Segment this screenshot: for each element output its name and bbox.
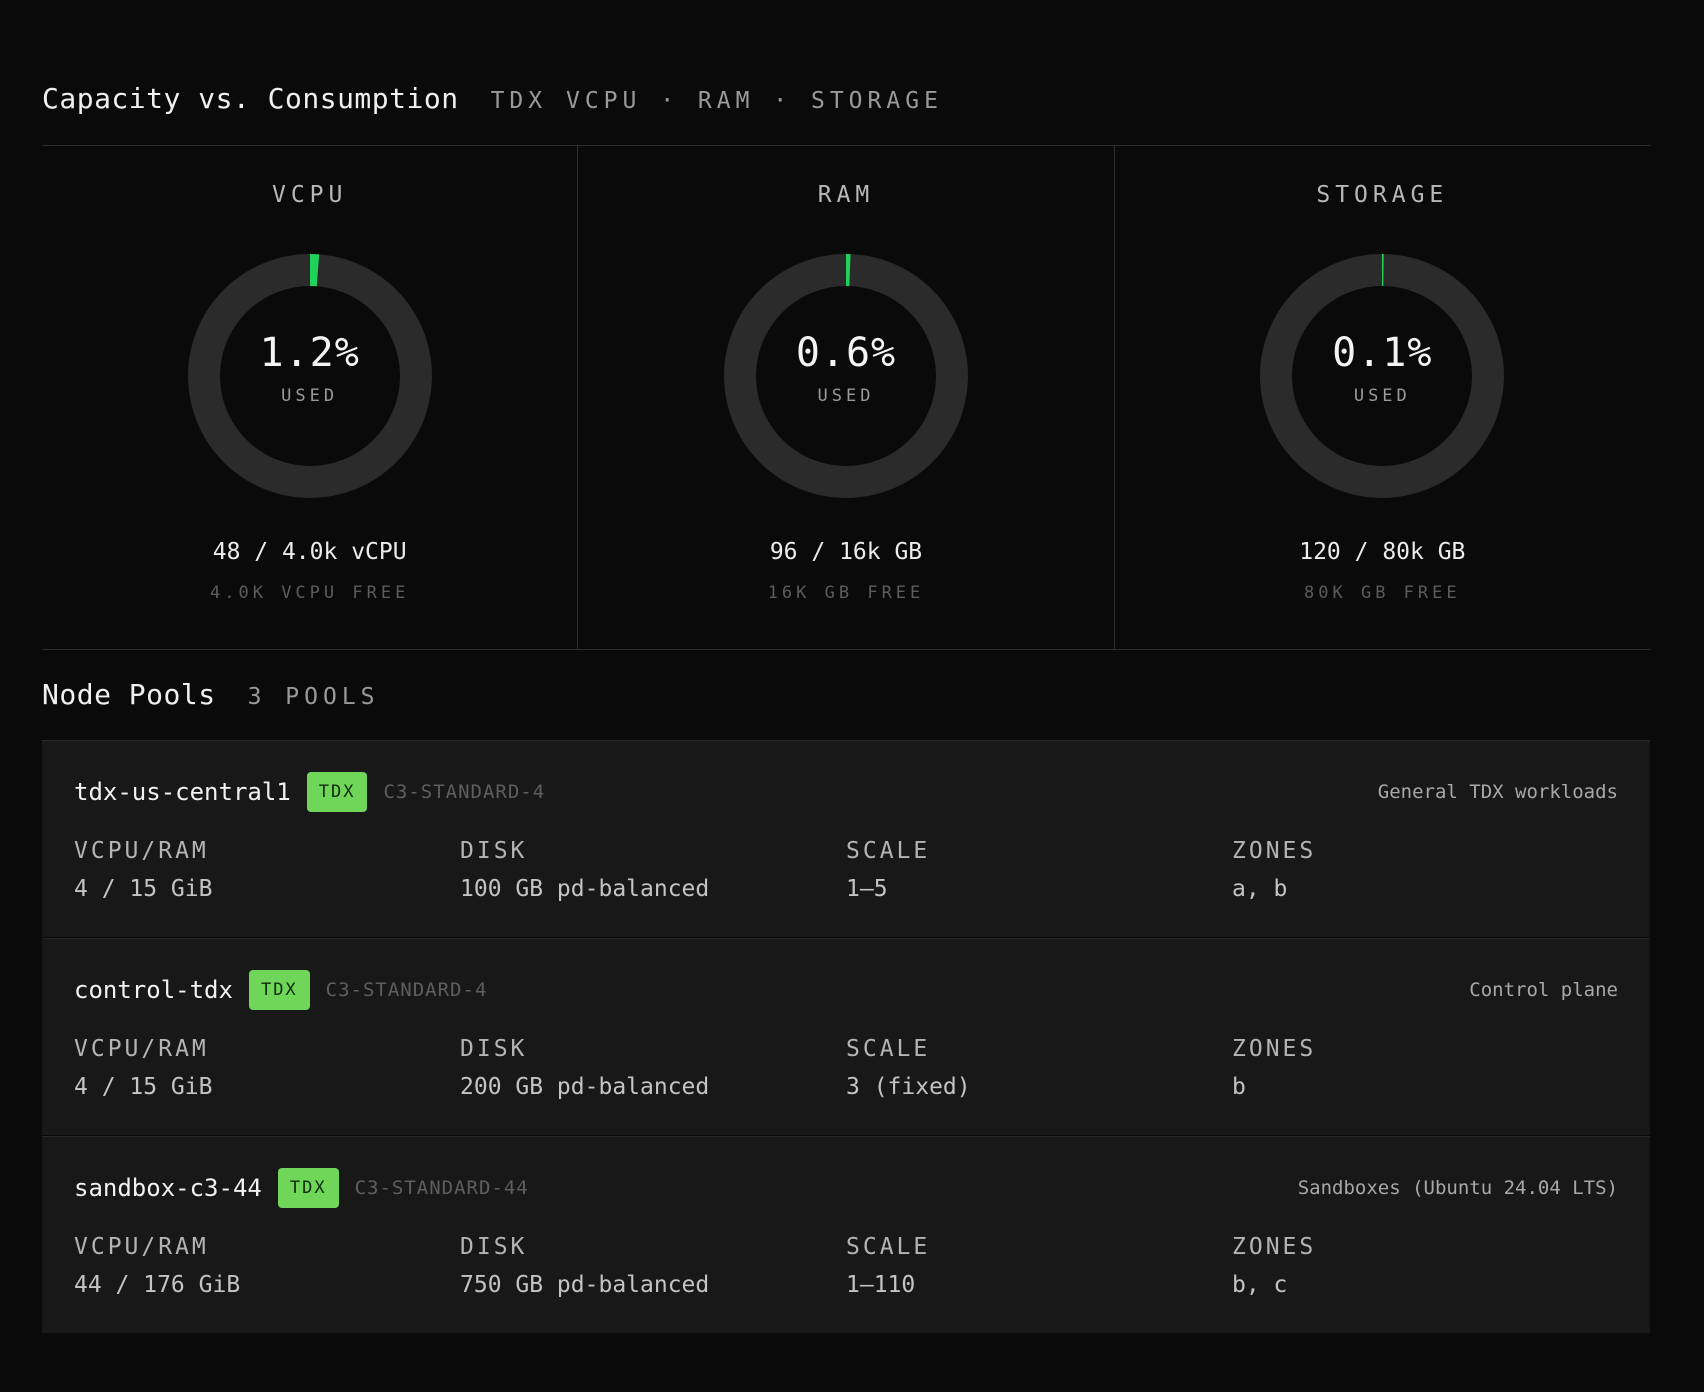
zones-column: ZONES b, c [1232,1234,1618,1298]
vcpu-ram-value: 4 / 15 GiB [74,1074,213,1100]
vcpu-ram-value: 44 / 176 GiB [74,1272,241,1298]
capacity-subtitle: TDX VCPU · RAM · STORAGE [490,88,943,114]
node-pools-header: Node Pools 3 POOLS [42,650,1650,740]
column-label: SCALE [846,1036,931,1062]
node-pools-count: 3 POOLS [247,684,380,710]
machine-type: C3-STANDARD-4 [383,781,546,803]
vcpu-ram-column: VCPU/RAM 4 / 15 GiB [74,838,460,902]
scale-column: SCALE 1–110 [846,1234,1232,1298]
free-amount: 4.0K VCPU FREE [210,583,410,603]
donut-used-arc [723,254,968,498]
zones-value: b [1232,1074,1246,1100]
gauge-ram: RAM 0.6% USED 96 / 16k GB 16K GB FREE [578,146,1115,649]
donut-used-arc [187,254,432,498]
column-label: ZONES [1232,1036,1317,1062]
pool-name: control-tdx [74,976,233,1004]
column-label: VCPU/RAM [74,838,209,864]
free-amount: 16K GB FREE [767,583,925,603]
usage-donut: 0.6% USED [723,254,968,498]
usage-amount: 48 / 4.0k vCPU [212,539,407,565]
usage-amount: 96 / 16k GB [769,539,923,565]
node-pool-card[interactable]: control-tdx TDX C3-STANDARD-4 Control pl… [42,938,1650,1135]
tdx-badge: TDX [248,970,310,1010]
zones-value: a, b [1232,876,1288,902]
column-label: VCPU/RAM [74,1036,209,1062]
disk-value: 100 GB pd-balanced [460,876,710,902]
usage-percent: 0.1% [1332,330,1433,376]
gauge-label: VCPU [271,182,348,208]
machine-type: C3-STANDARD-4 [325,979,488,1001]
pool-name: tdx-us-central1 [74,778,291,806]
pool-description: Control plane [1469,979,1618,1001]
gauge-storage: STORAGE 0.1% USED 120 / 80k GB 80K GB FR… [1115,146,1650,649]
column-label: DISK [460,1234,528,1260]
dashboard: Capacity vs. Consumption TDX VCPU · RAM … [42,0,1650,1334]
column-label: ZONES [1232,838,1317,864]
node-pool-card[interactable]: tdx-us-central1 TDX C3-STANDARD-4 Genera… [42,740,1650,937]
scale-value: 3 (fixed) [846,1074,971,1100]
scale-value: 1–110 [846,1272,916,1298]
scale-value: 1–5 [846,876,888,902]
disk-column: DISK 200 GB pd-balanced [460,1036,846,1100]
column-label: ZONES [1232,1234,1317,1260]
usage-donut: 0.1% USED [1260,254,1505,498]
disk-column: DISK 100 GB pd-balanced [460,838,846,902]
gauge-vcpu: VCPU 1.2% USED 48 / 4.0k vCPU 4.0K VCPU … [42,146,579,649]
column-label: SCALE [846,1234,931,1260]
node-pool-card[interactable]: sandbox-c3-44 TDX C3-STANDARD-44 Sandbox… [42,1136,1650,1333]
zones-column: ZONES b [1232,1036,1618,1100]
capacity-title: Capacity vs. Consumption [42,82,459,115]
capacity-header: Capacity vs. Consumption TDX VCPU · RAM … [42,0,1650,146]
vcpu-ram-value: 4 / 15 GiB [74,876,213,902]
disk-value: 750 GB pd-balanced [460,1272,710,1298]
column-label: SCALE [846,838,931,864]
tdx-badge: TDX [277,1168,339,1208]
scale-column: SCALE 3 (fixed) [846,1036,1232,1100]
usage-caption: USED [281,386,339,406]
scale-column: SCALE 1–5 [846,838,1232,902]
column-label: DISK [460,838,528,864]
usage-donut: 1.2% USED [187,254,432,498]
donut-used-arc [1260,254,1505,498]
column-label: VCPU/RAM [74,1234,209,1260]
pool-description: Sandboxes (Ubuntu 24.04 LTS) [1297,1177,1618,1199]
usage-amount: 120 / 80k GB [1299,539,1466,565]
gauge-label: STORAGE [1316,182,1449,208]
disk-value: 200 GB pd-balanced [460,1074,710,1100]
tdx-badge: TDX [306,772,368,812]
gauge-label: RAM [817,182,875,208]
capacity-gauges: VCPU 1.2% USED 48 / 4.0k vCPU 4.0K VCPU … [42,146,1650,650]
column-label: DISK [460,1036,528,1062]
node-pools-title: Node Pools [42,678,216,711]
zones-column: ZONES a, b [1232,838,1618,902]
disk-column: DISK 750 GB pd-balanced [460,1234,846,1298]
zones-value: b, c [1232,1272,1288,1298]
vcpu-ram-column: VCPU/RAM 44 / 176 GiB [74,1234,460,1298]
usage-percent: 1.2% [259,330,360,376]
machine-type: C3-STANDARD-44 [354,1177,529,1199]
pool-description: General TDX workloads [1377,781,1618,803]
usage-caption: USED [817,386,875,406]
free-amount: 80K GB FREE [1304,583,1461,603]
vcpu-ram-column: VCPU/RAM 4 / 15 GiB [74,1036,460,1100]
node-pool-list: tdx-us-central1 TDX C3-STANDARD-4 Genera… [42,740,1650,1333]
usage-percent: 0.6% [795,330,897,376]
usage-caption: USED [1353,386,1411,406]
pool-name: sandbox-c3-44 [74,1174,262,1202]
